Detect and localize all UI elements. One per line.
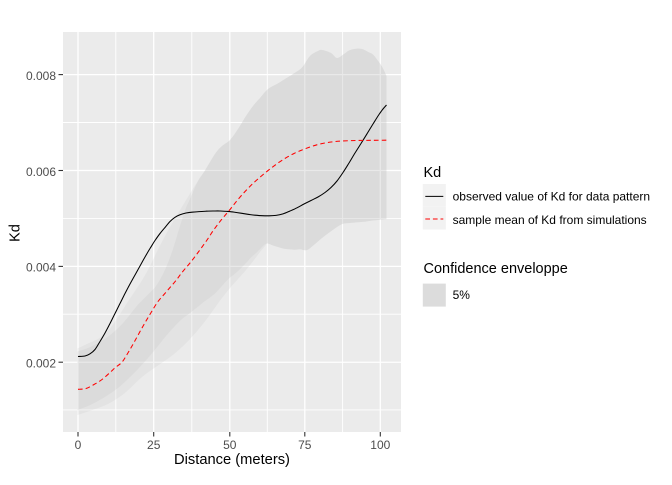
svg-text:Kd: Kd (8, 224, 24, 242)
svg-text:0: 0 (75, 438, 82, 452)
svg-text:Kd: Kd (424, 165, 442, 181)
svg-text:0.006: 0.006 (26, 165, 56, 179)
svg-text:75: 75 (298, 438, 312, 452)
svg-text:Confidence enveloppe: Confidence enveloppe (424, 261, 568, 277)
svg-text:0.004: 0.004 (26, 261, 56, 275)
svg-text:0.002: 0.002 (26, 357, 56, 371)
svg-text:observed value of Kd for data: observed value of Kd for data pattern (453, 190, 650, 204)
svg-text:5%: 5% (453, 288, 471, 302)
svg-text:100: 100 (370, 438, 390, 452)
svg-text:sample mean of Kd from simulat: sample mean of Kd from simulations (453, 213, 647, 227)
svg-text:0.008: 0.008 (26, 69, 56, 83)
svg-text:50: 50 (223, 438, 237, 452)
svg-text:Distance (meters): Distance (meters) (174, 452, 290, 468)
svg-text:25: 25 (147, 438, 161, 452)
